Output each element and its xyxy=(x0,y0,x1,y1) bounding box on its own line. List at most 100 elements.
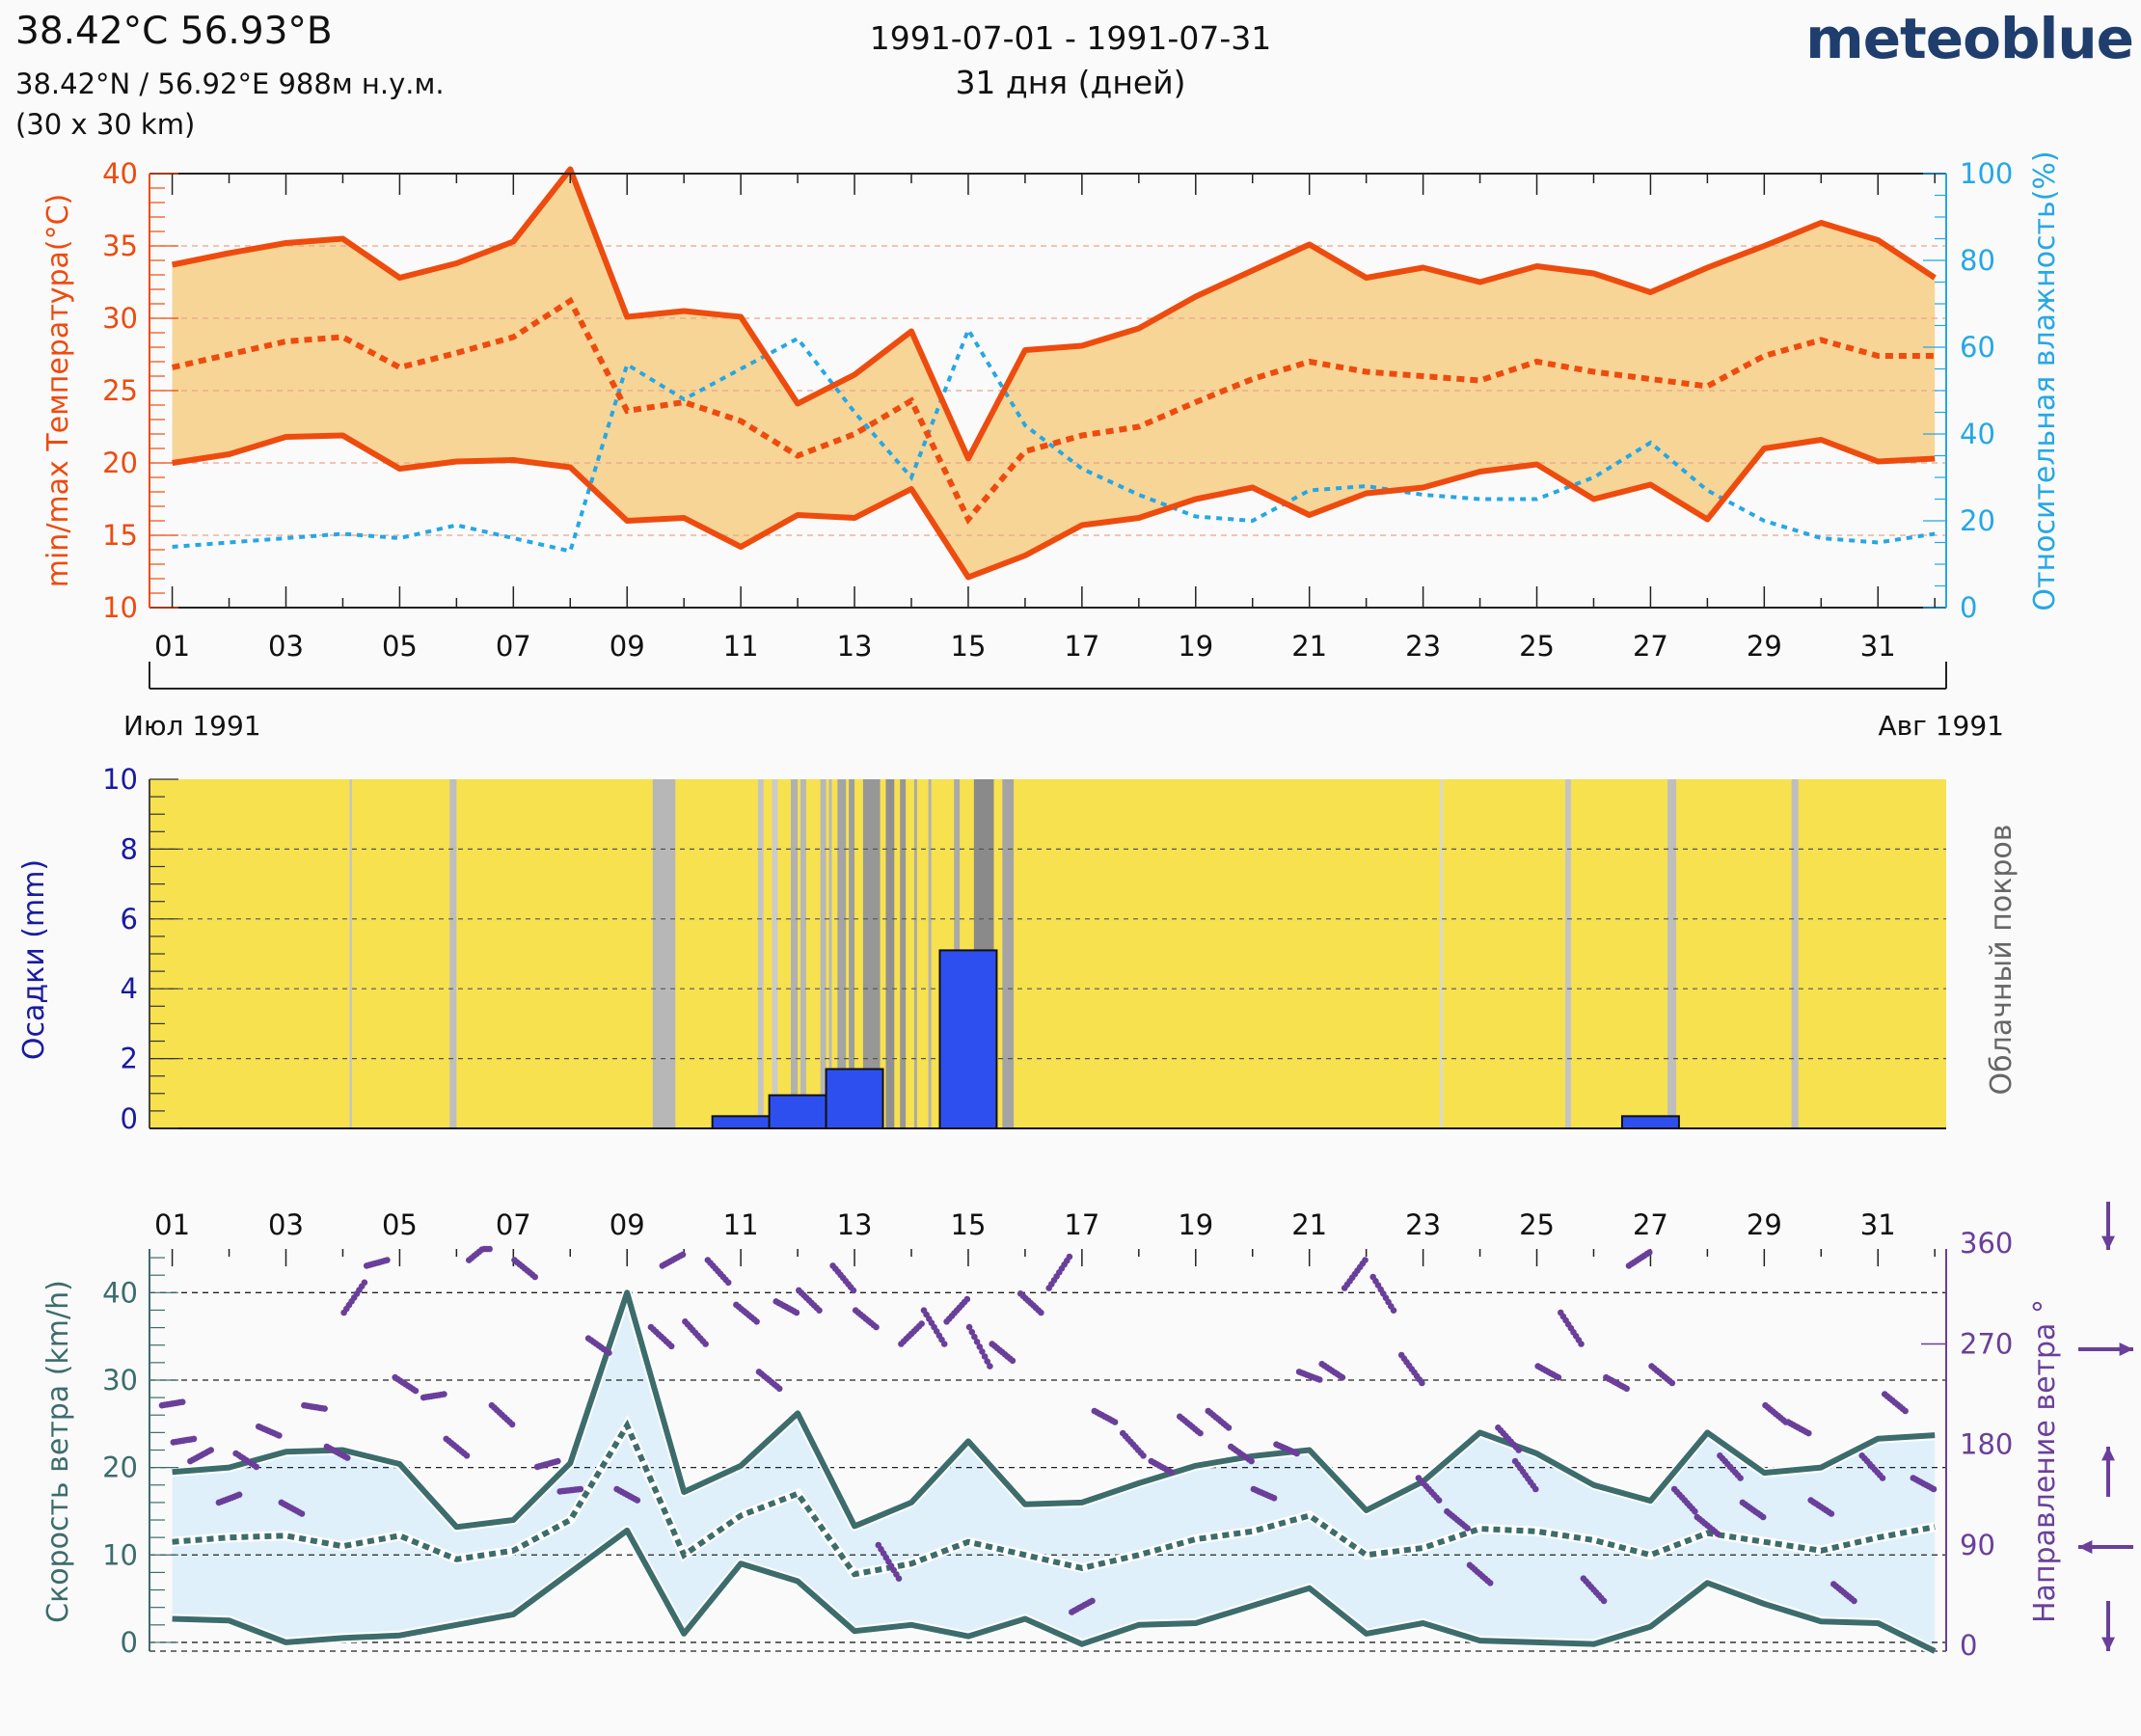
cloud-cover-stripe xyxy=(349,779,352,1128)
wind-direction-dot xyxy=(1089,1597,1096,1605)
location-coordinates: 38.42°N / 56.92°E 988м н.у.м. xyxy=(15,68,445,100)
wind-direction-dot xyxy=(1805,1429,1812,1437)
wind-direction-dot xyxy=(361,1279,368,1287)
precip-tick-label: 8 xyxy=(121,832,138,865)
day-tick-label: 21 xyxy=(1291,630,1327,663)
wind-day-tick-label: 01 xyxy=(154,1208,190,1241)
wind-direction-dot xyxy=(724,1279,732,1287)
direction-arrows xyxy=(2078,1202,2133,1651)
arrow-left-icon xyxy=(2078,1540,2093,1554)
wind-direction-dot xyxy=(1532,1485,1539,1493)
wind-direction-dot xyxy=(1851,1597,1857,1605)
wind-direction-dot xyxy=(1737,1475,1744,1481)
location-title: 38.42°C 56.93°B xyxy=(15,10,333,53)
precip-bar xyxy=(711,1115,771,1129)
wind-direction-dot xyxy=(1555,1373,1562,1381)
wind-day-tick-label: 07 xyxy=(496,1208,531,1241)
day-tick-label: 15 xyxy=(951,630,987,663)
wind-direction-dot xyxy=(463,1452,471,1459)
wind-direction-dot xyxy=(190,1435,198,1443)
wind-day-tick-label: 31 xyxy=(1860,1208,1896,1241)
precip-tick-label: 6 xyxy=(121,903,138,936)
wind-day-tick-label: 13 xyxy=(837,1208,873,1241)
wind-direction-dot xyxy=(1009,1357,1016,1365)
wind-max-line xyxy=(172,1289,1936,1531)
wind-direction-dot xyxy=(1930,1485,1938,1493)
humidity-tick-label: 0 xyxy=(1960,591,1977,624)
cloud-cover-stripe xyxy=(828,779,832,1128)
wind-day-tick-label: 03 xyxy=(268,1208,304,1241)
cloud-cover-stripe xyxy=(1002,779,1015,1128)
day-tick-label: 01 xyxy=(154,630,190,663)
direction-tick-label: 180 xyxy=(1960,1428,2013,1461)
precip-tick-label: 0 xyxy=(121,1102,138,1135)
cloud-cover-stripe xyxy=(449,779,457,1128)
cloud-cover-stripe xyxy=(800,779,806,1128)
day-tick-label: 05 xyxy=(382,630,418,663)
humidity-tick-label: 100 xyxy=(1960,157,2013,190)
wind-direction-dot xyxy=(940,1341,948,1347)
wind-mean-line xyxy=(172,1419,1936,1578)
wind-direction-dot xyxy=(531,1273,538,1281)
wind-direction-dot xyxy=(1578,1341,1585,1347)
wind-day-tick-label: 19 xyxy=(1178,1208,1213,1241)
wind-direction-dot xyxy=(968,1328,976,1336)
cloud-cover-stripe xyxy=(1667,779,1676,1128)
day-tick-label: 25 xyxy=(1519,630,1555,663)
wind-direction-dot xyxy=(963,1295,971,1303)
wind-direction-dot xyxy=(343,1454,351,1461)
humidity-tick-label: 80 xyxy=(1960,244,1995,277)
precip-tick-label: 2 xyxy=(121,1043,138,1075)
wind-direction-dot xyxy=(1140,1452,1147,1459)
day-tick-label: 23 xyxy=(1405,630,1441,663)
wind-direction-dot xyxy=(1111,1419,1119,1425)
cloud-cover-stripe xyxy=(772,779,778,1128)
precip-axis-label: Осадки (mm) xyxy=(17,859,51,1060)
wind-direction-dot xyxy=(1419,1379,1425,1387)
direction-tick-label: 270 xyxy=(1960,1327,2013,1360)
temp-tick-label: 15 xyxy=(102,519,138,552)
wind-direction-dot xyxy=(1066,1253,1073,1261)
wind-tick-label: 30 xyxy=(102,1364,138,1397)
day-tick-label: 27 xyxy=(1633,630,1668,663)
wind-panel: 0 10 20 30 40 0 90 180 270 360 01 03 05 07 09 11 13 15 17 1… xyxy=(41,1208,2062,1662)
wind-direction-dot xyxy=(702,1341,709,1347)
wind-direction-dot xyxy=(895,1575,903,1582)
temp-axis-label: min/max Температура(°C) xyxy=(41,194,75,588)
wind-direction-dot xyxy=(667,1343,675,1350)
wind-direction-dot xyxy=(1038,1309,1044,1316)
wind-direction-dot xyxy=(486,1245,493,1253)
direction-tick-label: 360 xyxy=(1960,1227,2013,1260)
temperature-panel: 10 15 20 25 30 35 40 0 20 40 60 80 100 min/max Темпер… xyxy=(41,150,2062,742)
wind-tick-label: 10 xyxy=(102,1538,138,1571)
humidity-tick-label: 60 xyxy=(1960,331,1995,364)
wind-direction-dot xyxy=(1714,1531,1721,1537)
wind-direction-dot xyxy=(207,1447,214,1453)
precip-tick-label: 4 xyxy=(121,972,138,1005)
wind-direction-dot xyxy=(1248,1457,1255,1465)
precipitation-panel: 0 2 4 6 8 10 Осадки (mm) Облачный покров xyxy=(17,763,2019,1135)
wind-direction-dot xyxy=(1486,1580,1494,1587)
wind-direction-dot xyxy=(384,1257,391,1263)
cloud-cover-stripe xyxy=(820,779,827,1128)
wind-direction-dot xyxy=(679,1251,687,1259)
temperature-max-line xyxy=(172,166,1937,462)
wind-direction-dot xyxy=(753,1318,760,1325)
wind-direction-dot xyxy=(1646,1249,1653,1256)
cloud-cover-stripe xyxy=(885,779,895,1128)
wind-direction-dot xyxy=(1879,1475,1886,1481)
wind-direction-dot xyxy=(976,1343,984,1350)
wind-day-tick-label: 15 xyxy=(951,1208,987,1241)
wind-range-band xyxy=(172,1292,1936,1651)
wind-direction-dot xyxy=(1828,1510,1835,1517)
temperature-mean-line xyxy=(171,296,1936,526)
wind-direction-dot xyxy=(775,1385,783,1393)
day-tick-label: 17 xyxy=(1064,630,1099,663)
wind-direction-dot xyxy=(235,1491,243,1499)
wind-direction-dot xyxy=(634,1497,641,1504)
wind-direction-dot xyxy=(1435,1497,1443,1504)
arrow-right-icon xyxy=(2119,1343,2133,1356)
temp-tick-label: 30 xyxy=(102,302,138,335)
wind-direction-dot xyxy=(793,1309,800,1316)
day-tick-label: 29 xyxy=(1747,630,1782,663)
